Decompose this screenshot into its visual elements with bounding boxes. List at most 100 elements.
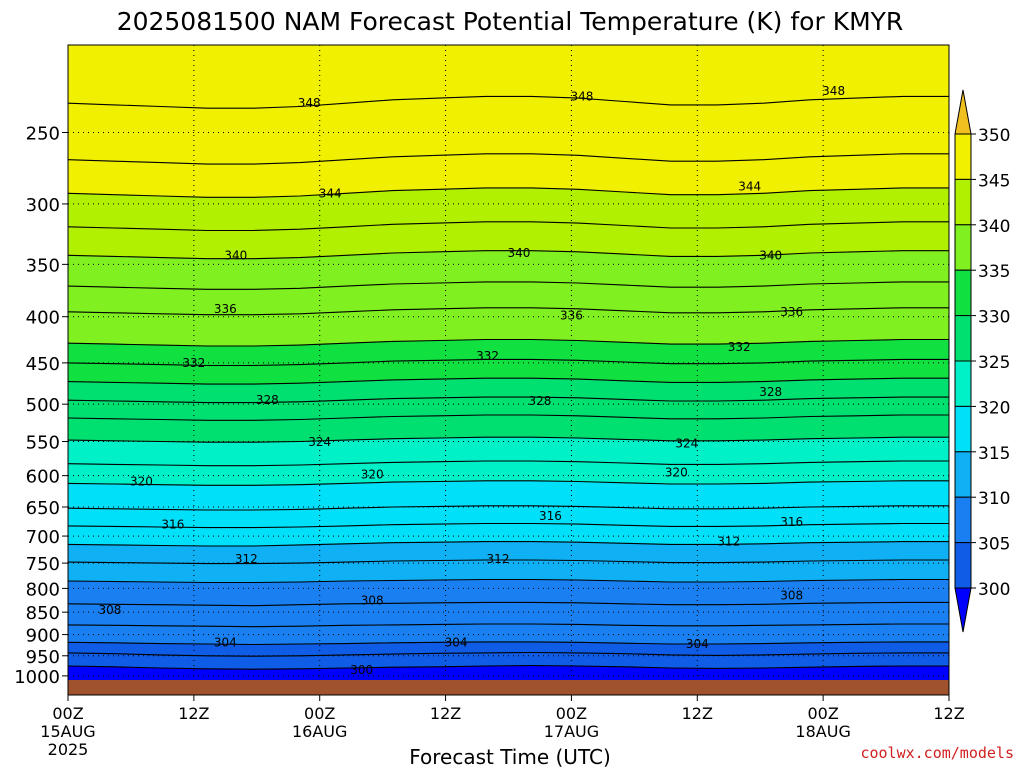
contour-label-340: 340: [224, 248, 247, 262]
contour-label-348: 348: [298, 96, 321, 110]
contour-label-308: 308: [780, 589, 803, 603]
contour-labels: 348 348 348 344 344 340 340 340 336 336 336 332 332 3…: [98, 84, 845, 677]
contour-306: [68, 623, 949, 628]
fill-band-324: [68, 415, 949, 443]
theta-fill-bands: [68, 45, 949, 695]
colorbar-seg-6: [954, 315, 972, 362]
fill-band-336: [68, 281, 949, 315]
grid-lines: [68, 45, 949, 695]
contour-label-320: 320: [361, 467, 384, 481]
colorbar-label-305: 305: [978, 535, 1010, 555]
contour-label-308: 308: [361, 593, 384, 607]
y-tick-label-400: 400: [26, 308, 60, 329]
contour-338: [68, 281, 949, 290]
x-tick-label-2: 00Z: [304, 704, 335, 723]
contour-334: [68, 338, 949, 347]
contour-label-304: 304: [686, 637, 709, 651]
contour-label-336: 336: [780, 305, 803, 319]
colorbar-label-310: 310: [978, 489, 1010, 509]
x-axis-label: Forecast Time (UTC): [409, 745, 611, 768]
colorbar-label-340: 340: [978, 217, 1010, 237]
contour-label-304: 304: [445, 635, 468, 649]
contour-label-332: 332: [476, 349, 499, 363]
fill-band-302: [68, 641, 949, 657]
contour-label-312: 312: [487, 552, 510, 566]
y-tick-label-750: 750: [26, 554, 60, 575]
contour-label-324: 324: [308, 435, 331, 449]
contour-label-328: 328: [256, 393, 279, 407]
y-tick-label-250: 250: [26, 123, 60, 144]
contour-346: [68, 153, 949, 165]
contour-label-332: 332: [728, 340, 751, 354]
plot-frame: [67, 44, 950, 696]
colorbar-seg-2: [954, 496, 972, 544]
colorbar-top-arrow: [954, 89, 972, 135]
colorbar-seg-1: [954, 542, 972, 589]
y-tick-label-300: 300: [26, 195, 60, 216]
x-tick-label-7: 12Z: [933, 704, 964, 723]
colorbar-bottom-arrow: [954, 587, 972, 633]
plot-area: 348 348 348 344 344 340 340 340 336 336 336 332 332 3…: [67, 44, 950, 696]
colorbar-seg-10: [954, 133, 972, 180]
contour-322: [68, 460, 949, 467]
contour-label-312: 312: [235, 552, 258, 566]
contour-332: [68, 358, 949, 367]
contour-label-336: 336: [560, 309, 583, 323]
fill-band-310: [68, 560, 949, 583]
contour-label-348: 348: [822, 84, 845, 98]
y-tick-label-600: 600: [26, 467, 60, 488]
contour-304: [68, 641, 949, 646]
contour-label-316: 316: [161, 518, 184, 532]
contour-320: [68, 480, 949, 486]
contour-label-344: 344: [738, 180, 761, 194]
colorbar-label-345: 345: [978, 171, 1010, 191]
colorbar-seg-9: [954, 178, 972, 226]
x-tick-label-5: 12Z: [682, 704, 713, 723]
fill-band-334: [68, 307, 949, 346]
contour-label-324: 324: [675, 437, 698, 451]
contour-label-344: 344: [319, 186, 342, 200]
contour-label-316: 316: [539, 509, 562, 523]
contour-330: [68, 377, 949, 385]
fill-band-332: [68, 339, 949, 366]
ground-band: [68, 680, 949, 695]
y-tick-label-850: 850: [26, 603, 60, 624]
y-tick-label-1000: 1000: [14, 667, 60, 688]
contour-342: [68, 221, 949, 232]
y-tick-label-950: 950: [26, 647, 60, 668]
contour-label-336: 336: [214, 302, 237, 316]
contour-label-308: 308: [98, 603, 121, 617]
x-date-label-4: 17AUG: [544, 722, 599, 741]
x-year-label-0: 2025: [48, 740, 89, 759]
colorbar-seg-7: [954, 269, 972, 317]
fill-band-328: [68, 378, 949, 403]
contour-label-300: 300: [350, 663, 373, 677]
colorbar-label-350: 350: [978, 126, 1010, 146]
y-tick-label-550: 550: [26, 433, 60, 454]
colorbar-label-335: 335: [978, 262, 1010, 282]
y-tick-label-650: 650: [26, 498, 60, 519]
colorbar-label-320: 320: [978, 398, 1010, 418]
contour-348: [68, 95, 949, 109]
contour-308: [68, 601, 949, 607]
fill-band-318: [68, 480, 949, 510]
colorbar-seg-5: [954, 360, 972, 407]
x-date-label-2: 16AUG: [292, 722, 347, 741]
colorbar-seg-8: [954, 224, 972, 271]
contour-316: [68, 522, 949, 529]
y-tick-label-800: 800: [26, 579, 60, 600]
contour-336: [68, 307, 949, 316]
fill-band-306: [68, 602, 949, 627]
contour-314: [68, 541, 949, 547]
fill-band-344: [68, 153, 949, 198]
x-date-label-0: 15AUG: [40, 722, 95, 741]
y-tick-label-500: 500: [26, 395, 60, 416]
contour-302: [68, 651, 949, 657]
contour-310: [68, 578, 949, 584]
contour-label-332: 332: [182, 356, 205, 370]
contour-312: [68, 559, 949, 565]
fill-band-338: [68, 250, 949, 290]
contour-324: [68, 436, 949, 443]
x-tick-label-6: 00Z: [807, 704, 838, 723]
